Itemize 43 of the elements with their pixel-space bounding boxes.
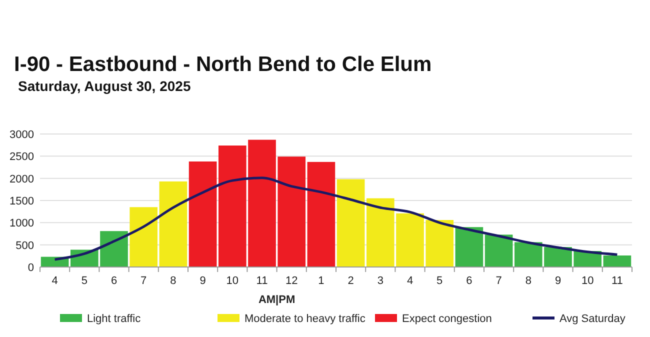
bar: [130, 207, 158, 267]
x-tick-label: 5: [436, 275, 443, 287]
text: AM|PM: [258, 294, 296, 306]
y-tick-label: 1500: [10, 196, 34, 208]
x-tick-label: 6: [110, 275, 118, 287]
x-tick-label: 1: [318, 275, 324, 287]
y-tick-label: 500: [16, 240, 34, 252]
bar: [188, 161, 217, 267]
x-tick-label: 4: [406, 275, 414, 287]
x-tick-label: 7: [496, 275, 502, 287]
y-tick-label: 2500: [10, 151, 34, 164]
x-tick-label: 12: [285, 275, 298, 287]
x-tick-label: 6: [466, 275, 472, 287]
chart-subtitle: Saturday, August 30, 2025: [18, 78, 191, 94]
bar: [603, 255, 632, 267]
legend-label: Avg Saturday: [560, 313, 626, 325]
bar: [336, 179, 365, 267]
x-tick-label: 2: [348, 275, 354, 287]
x-tick-label: 7: [140, 275, 147, 287]
x-tick-label: 3: [377, 275, 384, 287]
x-tick-label: 8: [525, 275, 532, 287]
x-tick-label: 4: [52, 275, 58, 287]
bar: [159, 181, 188, 267]
legend-label: Moderate to heavy traffic: [244, 313, 366, 325]
chart-title: I-90 - Eastbound - North Bend to Cle Elum: [14, 53, 432, 76]
legend-label: Light traffic: [87, 313, 142, 325]
x-tick-label: 9: [200, 275, 206, 287]
y-tick-label: 0: [28, 262, 34, 274]
x-tick-label: 10: [226, 275, 239, 287]
x-tick-label: 9: [554, 275, 562, 287]
legend-label: Expect congestion: [402, 313, 492, 325]
bar: [307, 162, 336, 267]
y-tick-label: 3000: [10, 129, 34, 141]
x-tick-label: 8: [170, 275, 176, 287]
y-tick-label: 2000: [10, 173, 34, 186]
x-tick-label: 11: [256, 275, 268, 287]
line-series: [54, 176, 618, 261]
x-tick-label: 5: [81, 275, 88, 287]
x-tick-label: 11: [611, 275, 623, 287]
bar: [455, 227, 484, 267]
bar: [484, 234, 513, 267]
x-tick-label: 10: [581, 275, 594, 287]
y-tick-label: 1000: [10, 218, 34, 230]
